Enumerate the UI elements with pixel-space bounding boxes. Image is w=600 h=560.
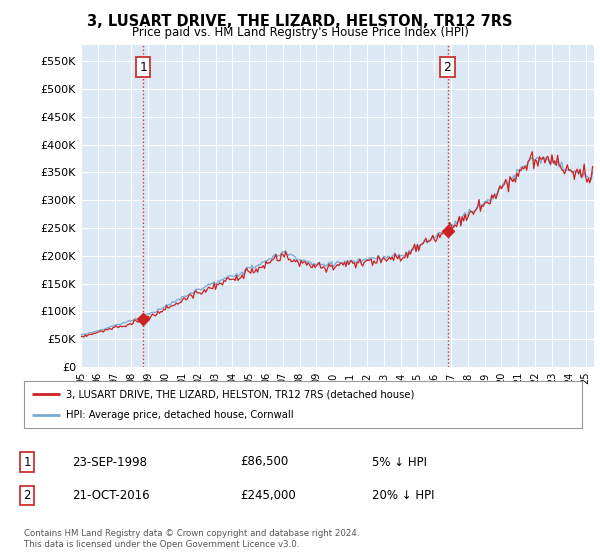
Text: Contains HM Land Registry data © Crown copyright and database right 2024.
This d: Contains HM Land Registry data © Crown c… — [24, 529, 359, 549]
Text: £245,000: £245,000 — [240, 489, 296, 502]
Text: 23-SEP-1998: 23-SEP-1998 — [72, 455, 147, 469]
Text: £86,500: £86,500 — [240, 455, 288, 469]
Text: 1: 1 — [139, 60, 148, 73]
Text: 3, LUSART DRIVE, THE LIZARD, HELSTON, TR12 7RS (detached house): 3, LUSART DRIVE, THE LIZARD, HELSTON, TR… — [66, 389, 414, 399]
Text: 21-OCT-2016: 21-OCT-2016 — [72, 489, 149, 502]
Text: 5% ↓ HPI: 5% ↓ HPI — [372, 455, 427, 469]
Text: HPI: Average price, detached house, Cornwall: HPI: Average price, detached house, Corn… — [66, 410, 293, 420]
Text: 3, LUSART DRIVE, THE LIZARD, HELSTON, TR12 7RS: 3, LUSART DRIVE, THE LIZARD, HELSTON, TR… — [87, 14, 513, 29]
Text: 20% ↓ HPI: 20% ↓ HPI — [372, 489, 434, 502]
Text: 1: 1 — [23, 455, 31, 469]
Text: Price paid vs. HM Land Registry's House Price Index (HPI): Price paid vs. HM Land Registry's House … — [131, 26, 469, 39]
Text: 2: 2 — [23, 489, 31, 502]
Text: 2: 2 — [443, 60, 451, 73]
